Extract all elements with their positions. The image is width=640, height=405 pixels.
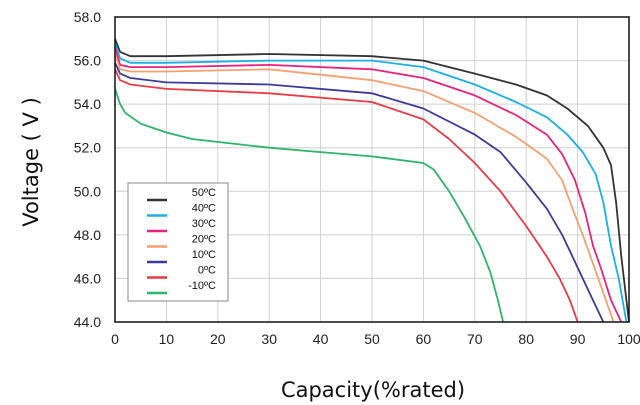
legend-label-5: 0ºC: [198, 265, 216, 277]
x-tick-label: 50: [364, 331, 380, 347]
series-line-4: [114, 62, 605, 323]
y-tick-label: 48.0: [74, 227, 101, 243]
x-tick-label: 60: [416, 331, 432, 347]
legend-label-0: 50ºC: [192, 187, 216, 199]
series-line-2: [114, 47, 623, 323]
legend-label-6: -10ºC: [188, 280, 216, 292]
x-axis-title: Capacity(%rated): [281, 378, 465, 402]
y-tick-label: 46.0: [74, 270, 101, 286]
legend-label-2: 30ºC: [192, 218, 216, 230]
series-line-0: [114, 38, 630, 323]
x-axis-ticks: 0 10 20 30 40 50 60 70 80 90 100: [111, 331, 640, 347]
legend-box: [127, 182, 229, 302]
series-line-1: [114, 42, 628, 323]
y-axis-title: Voltage ( V ): [19, 97, 43, 227]
series-line-3: [114, 53, 615, 323]
x-tick-label: 80: [518, 331, 534, 347]
x-tick-label: 90: [570, 331, 586, 347]
x-tick-label: 20: [210, 331, 226, 347]
legend: 50ºC 40ºC 30ºC 20ºC 10ºC 0ºC -10ºC: [127, 182, 229, 302]
y-tick-label: 44.0: [74, 314, 101, 330]
y-tick-label: 54.0: [74, 96, 101, 112]
x-tick-label: 100: [617, 331, 640, 347]
legend-label-3: 20ºC: [192, 234, 216, 246]
y-tick-label: 50.0: [74, 183, 101, 199]
series-line-5: [114, 68, 579, 323]
x-tick-label: 30: [261, 331, 277, 347]
x-tick-label: 70: [467, 331, 483, 347]
legend-label-1: 40ºC: [192, 203, 216, 215]
x-tick-label: 40: [313, 331, 329, 347]
series-lines: [114, 38, 630, 323]
y-axis-ticks: 44.0 46.0 48.0 50.0 52.0 54.0 56.0 58.0: [74, 9, 101, 330]
x-tick-label: 0: [111, 331, 119, 347]
series-line-6: [114, 88, 504, 323]
y-tick-label: 56.0: [74, 53, 101, 69]
y-tick-label: 58.0: [74, 9, 101, 25]
y-tick-label: 52.0: [74, 140, 101, 156]
legend-label-4: 10ºC: [192, 249, 216, 261]
plot-area-frame: [114, 16, 630, 323]
x-tick-label: 10: [159, 331, 175, 347]
